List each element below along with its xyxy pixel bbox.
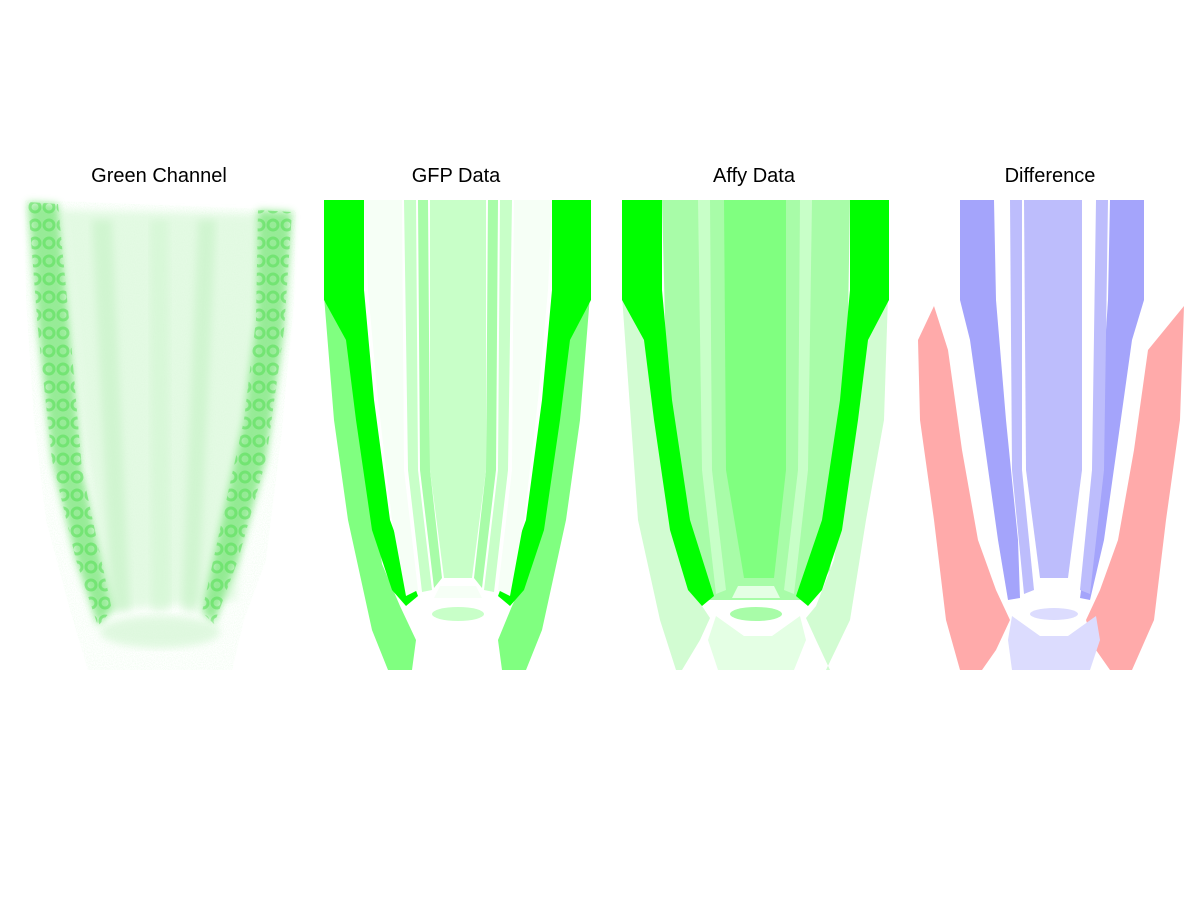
diff-stele (1024, 200, 1082, 578)
gfp-strong-band-right (498, 200, 591, 606)
diff-red-right (1086, 306, 1184, 670)
affy-inner-column-left (698, 200, 726, 594)
gfp-quiescent-center (432, 607, 484, 621)
gfp-pale-column-right (474, 200, 498, 588)
cell-file-right-cells (202, 210, 292, 624)
affy-strong-band-right (796, 200, 889, 606)
affy-inner-column-right (784, 200, 812, 594)
affy-root-cap (732, 586, 780, 598)
diff-red-left (918, 306, 1010, 670)
diff-root-cap (1008, 616, 1100, 670)
affy-root-cap-lower (708, 616, 806, 670)
gfp-light-column-left (404, 200, 432, 592)
diff-blue-column-right (1080, 200, 1108, 594)
panel-title-affy-data: Affy Data (713, 165, 795, 187)
gfp-stele (430, 200, 486, 578)
diff-blue-column-left (1010, 200, 1034, 594)
affy-data-map (622, 200, 889, 670)
gfp-light-column-right (484, 200, 512, 592)
panel-title-difference: Difference (1004, 165, 1096, 187)
striation-right (182, 220, 216, 612)
panel-title-gfp-data: GFP Data (411, 165, 501, 187)
diff-blue-band-left (960, 200, 1020, 600)
gfp-strong-band-left (324, 200, 418, 606)
affy-medium-core (724, 200, 786, 578)
root-cap-glow (100, 616, 220, 648)
striation-mid (150, 220, 170, 612)
affy-quiescent-center (730, 607, 782, 621)
gfp-near-white-left (364, 200, 418, 596)
gfp-near-white-right (498, 200, 552, 596)
cell-file-left-cells (28, 202, 112, 626)
gfp-data-map (324, 200, 591, 670)
striation-left (92, 220, 130, 612)
gfp-root-cap (434, 586, 482, 598)
diff-quiescent-center (1030, 608, 1078, 620)
affy-strong-band-left (622, 200, 714, 606)
difference-map (918, 200, 1184, 670)
panel-title-green-channel: Green Channel (91, 165, 227, 187)
gfp-pale-column-left (418, 200, 442, 588)
green-channel-image (25, 200, 296, 670)
